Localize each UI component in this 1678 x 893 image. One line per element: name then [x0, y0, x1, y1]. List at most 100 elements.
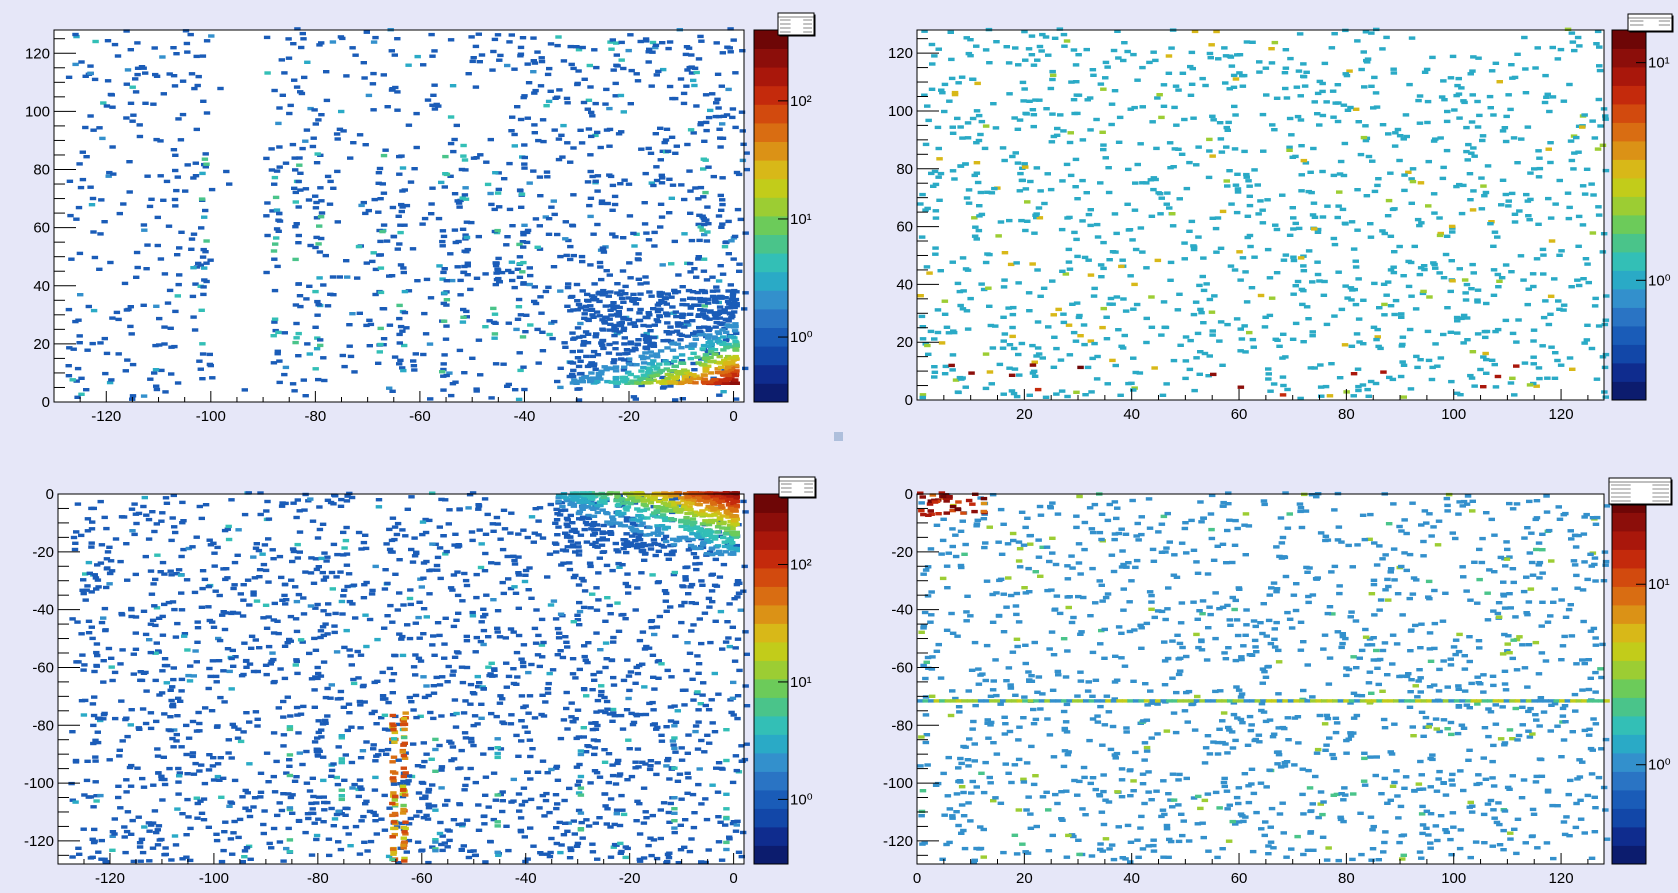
heatmap-cell	[1417, 181, 1425, 185]
heatmap-cell	[601, 319, 608, 324]
heatmap-cell	[371, 197, 378, 202]
heatmap-cell	[311, 821, 318, 825]
heatmap-cell	[725, 636, 732, 640]
heatmap-cell	[320, 578, 328, 582]
heatmap-cell	[443, 324, 450, 328]
heatmap-cell	[715, 214, 723, 218]
heatmap-cell	[421, 216, 429, 221]
heatmap-cell	[1182, 359, 1190, 363]
heatmap-cell	[1058, 227, 1066, 232]
heatmap-cell	[109, 848, 116, 852]
heatmap-cell	[729, 696, 737, 700]
heatmap-cell	[210, 756, 217, 760]
heatmap-cell	[1292, 284, 1299, 288]
heatmap-cell	[69, 378, 76, 382]
heatmap-cell	[653, 178, 661, 183]
heatmap-cell	[682, 371, 690, 375]
heatmap-cell	[1354, 39, 1361, 43]
heatmap-cell	[1430, 192, 1438, 196]
heatmap-cell	[91, 839, 98, 843]
heatmap-cell	[475, 32, 482, 36]
heatmap-cell	[718, 321, 725, 326]
heatmap-cell	[562, 531, 569, 535]
heatmap-cell	[274, 264, 281, 269]
heatmap-cell	[480, 752, 487, 756]
heatmap-cell	[573, 282, 581, 287]
heatmap-cell	[725, 252, 732, 256]
heatmap-cell	[450, 818, 458, 822]
heatmap-cell	[456, 205, 463, 209]
heatmap-cell	[185, 673, 192, 678]
heatmap-cell	[200, 292, 207, 297]
heatmap-cell	[82, 598, 89, 602]
heatmap-cell	[1073, 237, 1080, 242]
heatmap-cell	[564, 545, 571, 549]
heatmap-cell	[982, 352, 990, 356]
heatmap-cell	[633, 819, 640, 823]
heatmap-cell	[70, 347, 77, 351]
heatmap-cell	[462, 736, 470, 740]
heatmap-cell	[156, 693, 163, 697]
heatmap-cell	[626, 747, 633, 751]
heatmap-cell	[260, 562, 268, 567]
heatmap-cell	[714, 72, 722, 76]
heatmap-cell	[917, 202, 924, 206]
heatmap-cell	[414, 279, 421, 283]
heatmap-cell	[520, 281, 527, 285]
heatmap-cell	[1099, 325, 1106, 330]
heatmap-cell	[74, 366, 82, 371]
heatmap-cell	[329, 275, 337, 279]
heatmap-cell	[700, 681, 707, 685]
heatmap-cell	[539, 655, 546, 659]
heatmap-cell	[706, 310, 714, 314]
heatmap-cell	[704, 358, 711, 362]
heatmap-cell	[699, 228, 706, 232]
heatmap-cell	[471, 714, 479, 718]
heatmap-cell	[116, 211, 123, 216]
heatmap-cell	[1193, 356, 1200, 360]
heatmap-cell	[581, 654, 588, 659]
heatmap-cell	[558, 843, 565, 847]
heatmap-cell	[1476, 113, 1483, 118]
heatmap-cell	[742, 366, 749, 371]
heatmap-cell	[672, 720, 680, 724]
heatmap-cell	[1470, 55, 1477, 59]
heatmap-cell	[1308, 190, 1315, 195]
heatmap-cell	[639, 630, 647, 634]
heatmap-cell	[643, 381, 651, 385]
heatmap-cell	[587, 564, 594, 569]
heatmap-cell	[488, 661, 495, 665]
heatmap-cell	[520, 245, 527, 249]
heatmap-cell	[1295, 226, 1303, 231]
heatmap-cell	[313, 837, 320, 842]
heatmap-cell	[89, 636, 96, 641]
heatmap-cell	[128, 507, 136, 511]
heatmap-cell	[1264, 198, 1271, 202]
heatmap-cell	[1083, 191, 1090, 195]
heatmap-cell	[1331, 32, 1338, 36]
heatmap-cell	[1379, 123, 1387, 127]
heatmap-cell	[511, 67, 518, 71]
palette-label: 10⁰	[790, 329, 813, 346]
heatmap-cell	[1536, 156, 1543, 160]
heatmap-cell	[1297, 94, 1304, 98]
heatmap-cell	[313, 200, 320, 205]
heatmap-cell	[1314, 230, 1322, 234]
heatmap-cell	[711, 335, 718, 339]
heatmap-cell	[278, 58, 285, 62]
heatmap-cell	[620, 546, 627, 551]
heatmap-cell	[1494, 374, 1502, 379]
heatmap-cell	[95, 850, 102, 854]
heatmap-cell	[1314, 272, 1322, 277]
heatmap-cell	[361, 583, 368, 587]
heatmap-cell	[642, 346, 649, 350]
heatmap-cell	[422, 794, 429, 798]
heatmap-cell	[1401, 188, 1408, 193]
heatmap-cell	[560, 123, 567, 128]
heatmap-cell	[1471, 384, 1478, 388]
heatmap-cell	[693, 567, 700, 572]
heatmap-cell	[603, 269, 610, 273]
heatmap-cell	[1455, 76, 1462, 81]
heatmap-cell	[1321, 279, 1328, 284]
